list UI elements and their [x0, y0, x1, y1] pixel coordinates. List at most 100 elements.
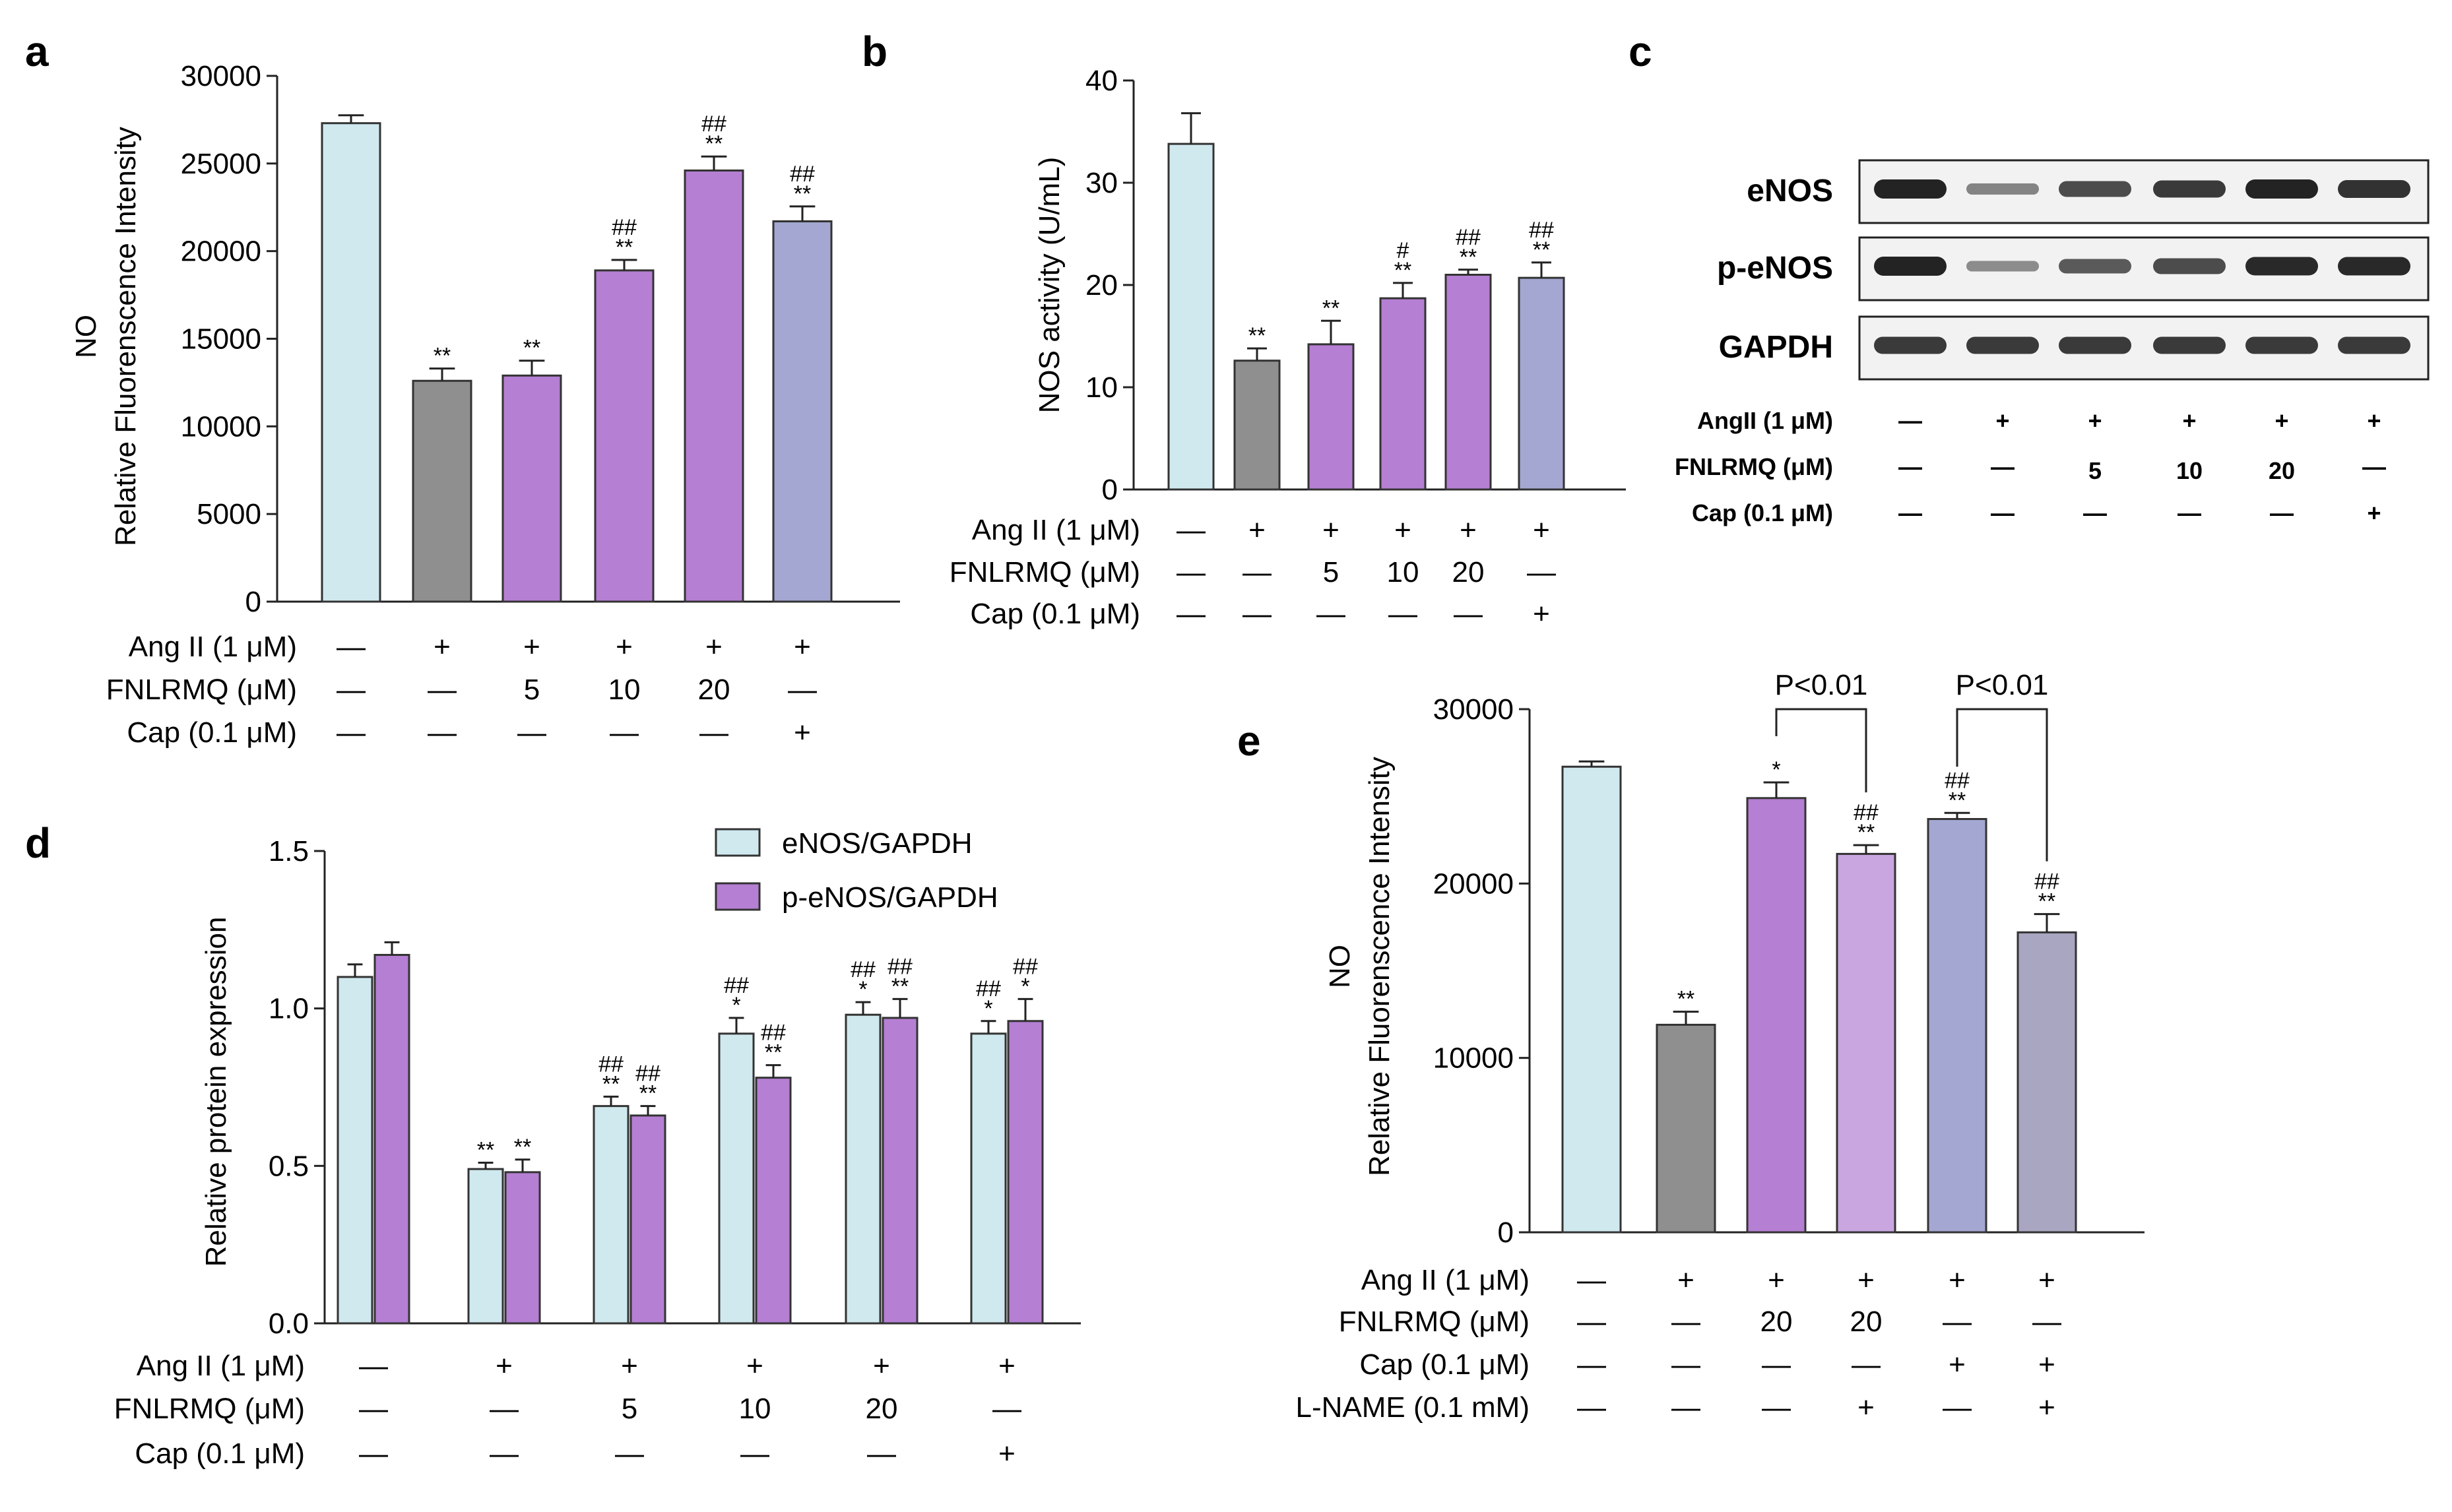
blot-band [1966, 183, 2039, 195]
significance-label: ** [1857, 820, 1875, 845]
condition-value: + [1460, 514, 1477, 546]
y-axis-label: NO [70, 315, 102, 358]
blot-condition-value: — [1991, 453, 2015, 480]
blot-membrane [1858, 315, 2430, 381]
bar [373, 954, 410, 1325]
significance-label: ** [1394, 258, 1411, 283]
blot-condition-value: + [2088, 407, 2102, 434]
y-axis-label: NOS activity (U/mL) [1033, 157, 1066, 414]
condition-value: 5 [622, 1393, 637, 1425]
significance-label: ** [1248, 323, 1266, 348]
legend-swatch [715, 828, 761, 857]
y-tick-label: 20 [1085, 269, 1118, 301]
significance-label: ## [761, 1021, 786, 1046]
blot-condition-label: AngII (1 μM) [1697, 407, 1833, 434]
y-tick-label: 5000 [197, 498, 261, 530]
significance-label: ## [887, 954, 913, 979]
condition-label: Cap (0.1 μM) [135, 1437, 305, 1470]
condition-value: — [1762, 1391, 1791, 1424]
significance-label: ** [891, 974, 909, 999]
y-tick-label: 10000 [1433, 1042, 1514, 1075]
condition-label: Ang II (1 μM) [137, 1350, 305, 1382]
panel-label: c [1629, 28, 1652, 75]
blot-band [2059, 336, 2131, 354]
blot-band [2338, 257, 2410, 276]
chart-panel-d: 0.0 0.5 1.0 1.5 Relative protein expression d… [25, 819, 1081, 1470]
condition-value: 20 [698, 674, 730, 706]
significance-label: ## [976, 976, 1001, 1001]
blot-band [2059, 181, 2131, 197]
blot-membrane [1858, 159, 2430, 224]
y-axis-label: Relative Fluorenscence Intensity [110, 127, 142, 546]
significance-label: * [984, 996, 992, 1021]
condition-value: — [490, 1393, 519, 1425]
condition-value: 10 [608, 674, 641, 706]
significance-bracket [1775, 708, 1867, 793]
condition-value: + [616, 631, 633, 663]
y-tick-label: 20000 [1433, 867, 1514, 900]
blot-condition-value: 10 [2176, 457, 2203, 484]
condition-value: — [1177, 556, 1206, 588]
condition-value: 5 [1323, 556, 1339, 588]
bracket-label: P<0.01 [1956, 669, 2049, 701]
significance-label: ** [705, 131, 723, 156]
significance-label: ** [1460, 245, 1477, 270]
condition-value: — [428, 674, 457, 706]
y-tick-label: 30 [1085, 167, 1118, 199]
condition-value: + [873, 1350, 890, 1382]
condition-value: — [1671, 1348, 1700, 1381]
condition-value: — [1242, 556, 1272, 588]
bar [772, 220, 833, 603]
panel-label: b [862, 28, 887, 75]
legend-label: p-eNOS/GAPDH [782, 881, 998, 914]
condition-value: — [1388, 598, 1417, 630]
condition-value: — [992, 1393, 1021, 1425]
significance-label: ** [1322, 296, 1339, 321]
condition-value: + [1857, 1391, 1875, 1424]
condition-value: 20 [1850, 1306, 1883, 1338]
significance-label: ** [1677, 987, 1694, 1012]
blot-band [2245, 257, 2318, 276]
y-tick-label: 20000 [181, 236, 261, 268]
condition-value: — [1577, 1306, 1606, 1338]
condition-value: — [1943, 1391, 1972, 1424]
bar [970, 1032, 1007, 1325]
condition-label: Cap (0.1 μM) [1359, 1348, 1530, 1381]
bar [1518, 276, 1565, 491]
blot-condition-value: — [1898, 499, 1922, 526]
bar [1233, 360, 1281, 491]
condition-value: — [699, 716, 728, 749]
significance-label: ## [1529, 218, 1554, 243]
condition-value: 5 [524, 674, 540, 706]
condition-value: — [1177, 514, 1206, 546]
condition-label: Ang II (1 μM) [1361, 1264, 1530, 1296]
significance-label: ## [635, 1061, 661, 1087]
blot-condition-value: — [2362, 453, 2386, 480]
y-tick-label: 1.0 [269, 993, 309, 1025]
condition-value: + [1949, 1264, 1966, 1296]
condition-label: FNLRMQ (μM) [106, 674, 297, 706]
legend-swatch [715, 882, 761, 911]
significance-label: ## [790, 162, 815, 187]
bar [718, 1032, 755, 1325]
condition-value: + [1949, 1348, 1966, 1381]
blot-band [2153, 336, 2226, 354]
condition-value: + [2038, 1264, 2055, 1296]
blot-band [1874, 336, 1947, 354]
condition-value: + [998, 1350, 1016, 1382]
significance-label: ** [477, 1138, 494, 1163]
significance-label: * [732, 993, 740, 1018]
bar [755, 1077, 792, 1325]
bar [1746, 797, 1807, 1234]
condition-value: + [794, 631, 811, 663]
blot-band [2153, 258, 2226, 274]
significance-label: ## [851, 957, 876, 982]
condition-value: — [1527, 556, 1556, 588]
condition-value: — [517, 716, 546, 749]
condition-value: — [615, 1437, 644, 1470]
condition-value: — [1454, 598, 1483, 630]
significance-label: ** [794, 181, 811, 206]
condition-value: + [1677, 1264, 1694, 1296]
y-axis-label: Relative Fluorenscence Intensity [1363, 757, 1396, 1176]
